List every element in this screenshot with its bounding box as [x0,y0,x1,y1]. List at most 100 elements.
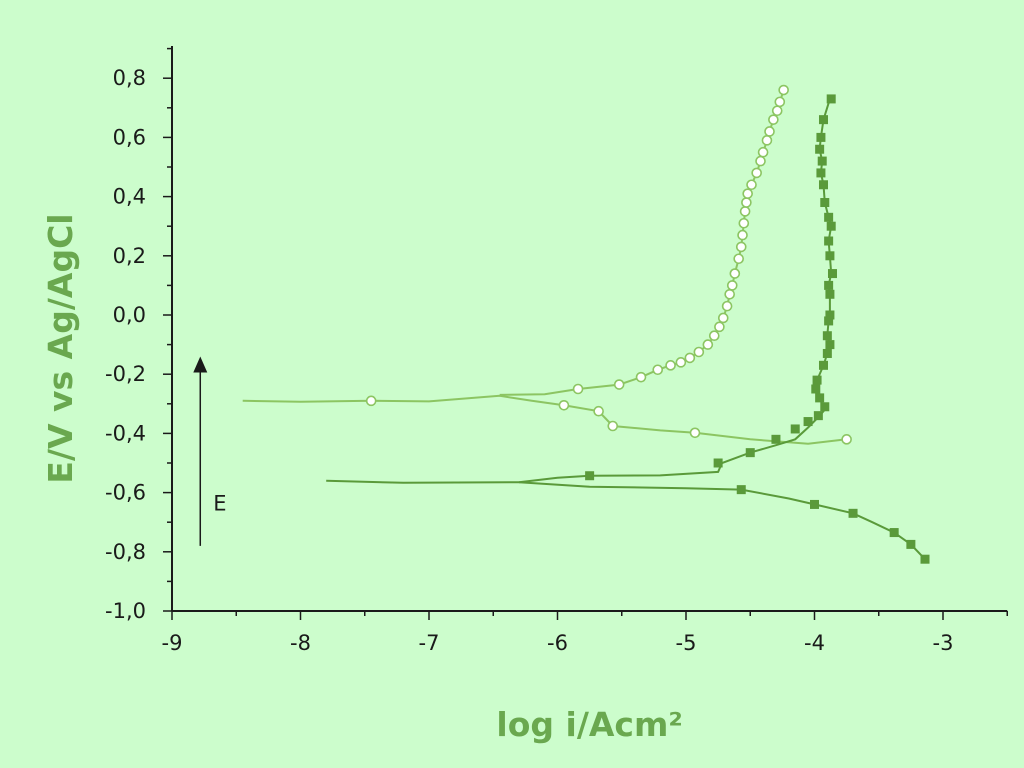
y-tick-label: -0,8 [105,540,146,564]
data-point [693,346,705,358]
data-point [708,330,720,342]
data-point [585,471,595,481]
y-tick-label: -0,6 [105,481,146,505]
data-point [755,155,766,167]
data-point [738,217,750,229]
data-point [737,229,748,241]
data-point [822,331,832,341]
series-layer [242,84,930,564]
annotation-label: E [213,491,226,515]
data-point [558,399,570,411]
data-point [920,554,930,564]
y-tick-label: 0,0 [113,303,146,327]
data-point [733,253,744,265]
data-point [739,206,751,217]
data-point [824,280,834,290]
data-point [803,417,813,427]
data-point [702,339,714,350]
x-tick-label: -6 [547,631,568,655]
x-tick-label: -7 [419,631,440,655]
data-point [675,357,687,368]
data-point [714,321,725,333]
data-point [824,316,834,326]
annotation-layer: E [193,356,227,546]
series-line-2 [326,479,926,560]
y-tick-label: 0,4 [113,185,146,209]
data-point [572,383,584,395]
data-point [820,198,830,208]
data-point [652,364,664,376]
data-point [824,236,834,246]
data-point [827,269,837,279]
data-point [825,310,835,320]
x-axis-title: log i/Acm² [496,705,682,744]
data-point [812,375,822,385]
data-point [689,427,701,439]
data-point [889,528,899,538]
data-point [713,458,723,468]
data-point [607,420,619,432]
data-point [817,156,827,166]
data-point [848,508,858,518]
y-tick-label: 0,8 [113,66,146,90]
data-point [778,84,789,96]
data-point [771,105,783,117]
data-point [635,371,647,383]
x-tick-label: -3 [933,631,954,655]
data-point [810,499,819,509]
data-point [745,448,755,458]
data-point [735,241,747,253]
data-point [825,289,835,299]
data-point [813,411,823,421]
data-point [729,268,741,279]
data-point [365,395,377,407]
data-point [761,135,773,146]
data-point [768,114,779,125]
data-point [841,434,852,445]
data-point [816,132,826,142]
data-point [764,126,775,137]
data-point [825,340,835,350]
data-point [771,434,781,444]
data-point [736,485,746,495]
y-tick-label: -0,2 [105,362,146,386]
y-tick-label: -0,4 [105,421,146,445]
data-point [726,280,738,291]
y-tick-label: 0,2 [113,244,146,268]
data-point [746,179,757,191]
data-point [724,288,735,300]
data-point [751,167,762,179]
data-point [822,348,832,358]
x-tick-label: -8 [290,631,311,655]
data-point [826,221,836,231]
data-point [820,402,830,412]
data-point [818,360,828,370]
data-point [717,312,729,324]
series-line-3 [518,98,833,484]
data-point [774,96,786,108]
data-point [684,352,696,364]
data-point [593,405,604,417]
data-point [818,115,828,125]
data-point [826,94,836,104]
y-axis-title: E/V vs Ag/AgCl [41,213,80,483]
data-point [816,168,826,178]
data-point [790,424,800,434]
data-point [742,188,753,199]
axes: -1,0 -0,8 -0,6 -0,4 -0,2 0,0 0,2 0,4 0,6 0,8 -9 -8 -… [105,46,1008,655]
data-point [721,300,733,312]
data-point [665,360,676,371]
annotation-arrowhead [193,356,208,373]
x-tick-label: -4 [804,631,825,655]
data-point [906,539,916,549]
data-point [824,212,834,222]
data-point [815,393,825,403]
data-point [811,384,821,394]
y-tick-label: 0,6 [113,125,146,149]
y-tick-label: -1,0 [105,599,146,623]
data-point [818,180,828,190]
data-point [757,146,769,158]
x-tick-label: -9 [162,631,183,655]
